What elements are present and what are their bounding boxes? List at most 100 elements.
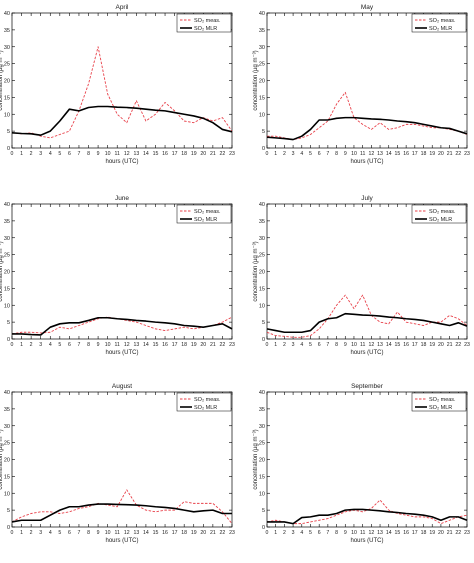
y-tick-label: 5 bbox=[262, 320, 265, 326]
x-tick-label: 20 bbox=[200, 151, 206, 157]
y-tick-label: 0 bbox=[7, 525, 10, 531]
x-tick-label: 5 bbox=[58, 151, 61, 157]
x-tick-label: 4 bbox=[300, 530, 303, 536]
x-tick-label: 16 bbox=[162, 151, 168, 157]
legend-label: SO₂ MLR bbox=[194, 26, 217, 32]
x-tick-label: 6 bbox=[318, 530, 321, 536]
y-tick-label: 20 bbox=[4, 79, 10, 85]
x-tick-label: 17 bbox=[172, 342, 178, 348]
x-tick-label: 17 bbox=[412, 151, 418, 157]
legend-label: SO₂ meas. bbox=[429, 18, 456, 24]
legend-label: SO₂ meas. bbox=[429, 209, 456, 215]
series-line-mlr bbox=[266, 312, 468, 334]
y-tick-label: 15 bbox=[259, 474, 265, 480]
series-line-measured bbox=[11, 46, 233, 139]
x-tick-label: 12 bbox=[124, 530, 130, 536]
y-tick-label: 35 bbox=[259, 219, 265, 225]
x-tick-label: 1 bbox=[274, 151, 277, 157]
y-tick-label: 35 bbox=[4, 28, 10, 34]
x-tick-label: 7 bbox=[326, 530, 329, 536]
x-tick-label: 21 bbox=[210, 342, 216, 348]
y-tick-label: 25 bbox=[4, 441, 10, 447]
x-tick-label: 22 bbox=[220, 342, 226, 348]
x-tick-label: 10 bbox=[105, 530, 111, 536]
plot-frame bbox=[11, 391, 233, 528]
x-tick-label: 3 bbox=[39, 151, 42, 157]
x-tick-label: 4 bbox=[49, 151, 52, 157]
x-tick-label: 11 bbox=[115, 530, 120, 536]
y-tick-label: 20 bbox=[259, 270, 265, 276]
y-axis-label: concentration (µg m⁻³) bbox=[0, 50, 4, 110]
legend: SO₂ meas. SO₂ MLR bbox=[411, 392, 467, 412]
x-tick-label: 13 bbox=[133, 342, 139, 348]
x-tick-label: 18 bbox=[421, 530, 427, 536]
x-tick-label: 0 bbox=[266, 530, 269, 536]
x-tick-label: 13 bbox=[133, 530, 139, 536]
x-tick-label: 9 bbox=[344, 530, 347, 536]
legend: SO₂ meas. SO₂ MLR bbox=[176, 392, 232, 412]
y-axis-label: concentration (µg m⁻³) bbox=[0, 429, 4, 489]
y-tick-label: 0 bbox=[262, 525, 265, 531]
y-tick-label: 40 bbox=[4, 390, 10, 396]
x-tick-label: 23 bbox=[464, 151, 470, 157]
legend: SO₂ meas. SO₂ MLR bbox=[411, 13, 467, 33]
x-tick-label: 19 bbox=[429, 342, 435, 348]
x-tick-label: 1 bbox=[274, 530, 277, 536]
y-tick-label: 30 bbox=[4, 45, 10, 51]
x-tick-label: 22 bbox=[455, 530, 461, 536]
y-tick-label: 15 bbox=[259, 286, 265, 292]
x-tick-label: 12 bbox=[124, 151, 130, 157]
y-tick-label: 40 bbox=[259, 11, 265, 17]
x-tick-label: 7 bbox=[78, 151, 81, 157]
x-tick-label: 20 bbox=[438, 530, 444, 536]
x-tick-label: 2 bbox=[283, 151, 286, 157]
x-tick-label: 1 bbox=[20, 342, 23, 348]
x-tick-label: 6 bbox=[68, 151, 71, 157]
x-axis-label: hours (UTC) bbox=[105, 538, 138, 544]
x-tick-label: 14 bbox=[143, 342, 149, 348]
legend: SO₂ meas. SO₂ MLR bbox=[176, 13, 232, 33]
y-tick-label: 40 bbox=[4, 202, 10, 208]
y-tick-label: 5 bbox=[7, 129, 10, 135]
x-tick-label: 3 bbox=[39, 530, 42, 536]
y-tick-label: 15 bbox=[259, 95, 265, 101]
legend-label: SO₂ MLR bbox=[194, 405, 217, 411]
legend-label: SO₂ MLR bbox=[429, 26, 452, 32]
x-tick-label: 14 bbox=[386, 151, 392, 157]
x-tick-label: 2 bbox=[30, 342, 33, 348]
y-tick-label: 5 bbox=[7, 320, 10, 326]
x-tick-label: 5 bbox=[309, 151, 312, 157]
chart-title: July bbox=[361, 195, 373, 202]
x-tick-label: 11 bbox=[115, 342, 120, 348]
x-tick-label: 23 bbox=[229, 530, 235, 536]
x-tick-label: 15 bbox=[153, 342, 159, 348]
x-tick-label: 13 bbox=[377, 530, 383, 536]
plot-frame bbox=[266, 203, 468, 340]
legend-label: SO₂ MLR bbox=[194, 217, 217, 223]
legend-label: SO₂ MLR bbox=[429, 405, 452, 411]
x-tick-label: 12 bbox=[124, 342, 130, 348]
x-tick-label: 13 bbox=[133, 151, 139, 157]
chart-title: June bbox=[115, 195, 129, 202]
series-line-mlr bbox=[267, 508, 468, 525]
x-tick-label: 2 bbox=[283, 530, 286, 536]
x-tick-label: 1 bbox=[274, 342, 277, 348]
x-tick-label: 8 bbox=[87, 151, 90, 157]
x-tick-label: 15 bbox=[395, 151, 401, 157]
x-tick-label: 3 bbox=[39, 342, 42, 348]
x-tick-label: 23 bbox=[229, 151, 235, 157]
x-tick-label: 14 bbox=[386, 530, 392, 536]
series-line-mlr bbox=[11, 105, 233, 136]
x-tick-label: 20 bbox=[438, 151, 444, 157]
x-tick-label: 21 bbox=[447, 151, 453, 157]
y-tick-label: 25 bbox=[259, 62, 265, 68]
x-tick-label: 1 bbox=[20, 530, 23, 536]
x-tick-label: 1 bbox=[20, 151, 23, 157]
y-axis-label: concentration (µg m⁻³) bbox=[253, 241, 259, 301]
x-tick-label: 3 bbox=[292, 151, 295, 157]
x-tick-label: 8 bbox=[87, 342, 90, 348]
x-tick-label: 20 bbox=[200, 342, 206, 348]
x-tick-label: 18 bbox=[181, 151, 187, 157]
